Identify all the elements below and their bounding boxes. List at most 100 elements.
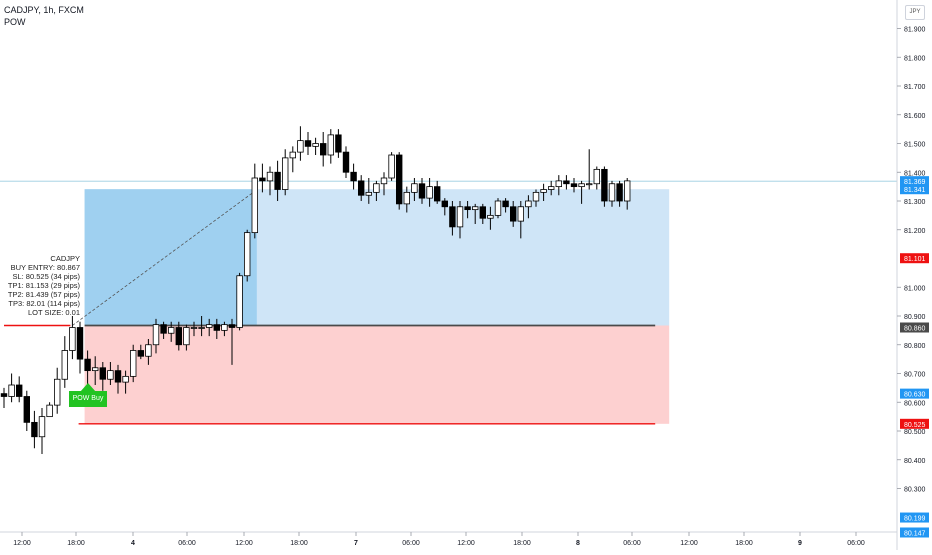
- candle-body: [251, 177, 258, 234]
- x-tick-label: 06:00: [402, 540, 420, 547]
- price-axis-bg: [897, 0, 932, 550]
- candle-body: [532, 191, 540, 202]
- x-tick-label: 12:00: [13, 540, 31, 547]
- chart-header: CADJPY, 1h, FXCM POW: [4, 4, 84, 28]
- candle-body: [540, 189, 547, 193]
- candle-body: [175, 327, 182, 346]
- candle-body: [274, 171, 281, 190]
- price-tag: [900, 253, 929, 264]
- position-info-line: TP2: 81.439 (57 pips): [7, 290, 80, 299]
- candle-body: [471, 206, 479, 211]
- y-tick-label: 80.500: [904, 429, 926, 436]
- y-tick-label: 80.700: [904, 372, 926, 379]
- buy-signal-label[interactable]: POW Buy: [69, 391, 107, 407]
- profit-zone-filled: [84, 189, 257, 326]
- candle-body: [411, 183, 418, 193]
- candle-body: [548, 186, 555, 190]
- loss-zone: [84, 325, 670, 424]
- y-tick-label: 81.400: [904, 170, 926, 177]
- position-info-line: BUY ENTRY: 80.867: [10, 263, 80, 272]
- candle-body: [69, 327, 76, 351]
- candle-body: [327, 134, 334, 156]
- x-tick-label: 18:00: [67, 540, 85, 547]
- candle-body: [563, 180, 570, 185]
- candle-body: [388, 154, 395, 179]
- candle-body: [525, 200, 532, 208]
- position-info-line: TP1: 81.153 (29 pips): [7, 281, 80, 290]
- price-tag: [900, 184, 929, 195]
- candle-body: [92, 367, 99, 372]
- y-tick-label: 81.300: [904, 199, 926, 206]
- price-tag: [900, 176, 929, 187]
- y-tick-label: 81.500: [904, 142, 926, 149]
- candle-body: [494, 200, 502, 216]
- candle-body: [137, 350, 144, 357]
- y-tick-label: 81.700: [904, 84, 926, 91]
- candle-body: [129, 350, 137, 377]
- price-tag: [900, 512, 929, 523]
- symbol-title[interactable]: CADJPY, 1h, FXCM: [4, 5, 84, 15]
- candle-body: [114, 370, 122, 383]
- candle-body: [456, 206, 464, 228]
- candle-body: [236, 275, 243, 328]
- price-tag: [900, 527, 929, 538]
- price-tag-label: 81.101: [904, 256, 926, 263]
- candle-body: [441, 200, 448, 208]
- price-tag: [900, 322, 929, 333]
- candle-body: [312, 143, 319, 147]
- x-tick-label: 06:00: [847, 540, 865, 547]
- candle-body: [31, 421, 38, 438]
- y-tick-label: 81.800: [904, 55, 926, 62]
- candle-body: [0, 393, 8, 397]
- price-tag-label: 80.199: [904, 516, 926, 523]
- currency-button[interactable]: JPY: [905, 5, 925, 20]
- y-tick-label: 80.600: [904, 400, 926, 407]
- candle-body: [586, 183, 593, 186]
- candle-body: [479, 206, 486, 219]
- x-tick-label: 18:00: [290, 540, 308, 547]
- candle-body: [213, 324, 220, 331]
- y-tick-label: 81.600: [904, 113, 926, 120]
- y-tick-label: 80.800: [904, 343, 926, 350]
- candle-body: [578, 183, 585, 188]
- position-info-line: LOT SIZE: 0.01: [28, 308, 80, 317]
- candle-body: [84, 358, 91, 372]
- candle-body: [8, 384, 15, 397]
- x-tick-label: 18:00: [735, 540, 753, 547]
- candle-body: [593, 168, 600, 185]
- candle-body: [426, 186, 433, 199]
- candle-body: [433, 186, 441, 202]
- candle-body: [259, 177, 266, 182]
- y-tick-label: 80.400: [904, 458, 926, 465]
- candle-body: [266, 171, 274, 182]
- candle-body: [190, 327, 198, 329]
- candle-body: [167, 327, 175, 334]
- x-tick-label: 06:00: [623, 540, 641, 547]
- candle-body: [449, 206, 456, 228]
- price-tag-label: 80.860: [904, 326, 926, 333]
- candle-body: [365, 191, 372, 196]
- candle-body: [342, 151, 350, 173]
- x-tick-label: 12:00: [457, 540, 475, 547]
- candle-body: [319, 143, 327, 156]
- candle-body: [99, 367, 106, 380]
- price-tag: [900, 418, 929, 429]
- position-info-line: CADJPY: [50, 254, 80, 263]
- candle-body: [555, 180, 562, 188]
- x-tick-label: 4: [131, 540, 135, 547]
- candle-body: [145, 344, 152, 357]
- indicator-label[interactable]: POW: [4, 17, 26, 27]
- x-tick-label: 12:00: [680, 540, 698, 547]
- candle-body: [601, 168, 608, 202]
- x-tick-label: 06:00: [178, 540, 196, 547]
- candle-body: [297, 140, 304, 153]
- candle-body: [46, 404, 53, 418]
- price-tag-label: 81.369: [904, 179, 926, 186]
- candle-body: [183, 327, 190, 346]
- y-tick-label: 81.000: [904, 285, 926, 292]
- price-tag-label: 80.630: [904, 392, 926, 399]
- candle-body: [357, 180, 365, 196]
- x-tick-label: 7: [354, 540, 358, 547]
